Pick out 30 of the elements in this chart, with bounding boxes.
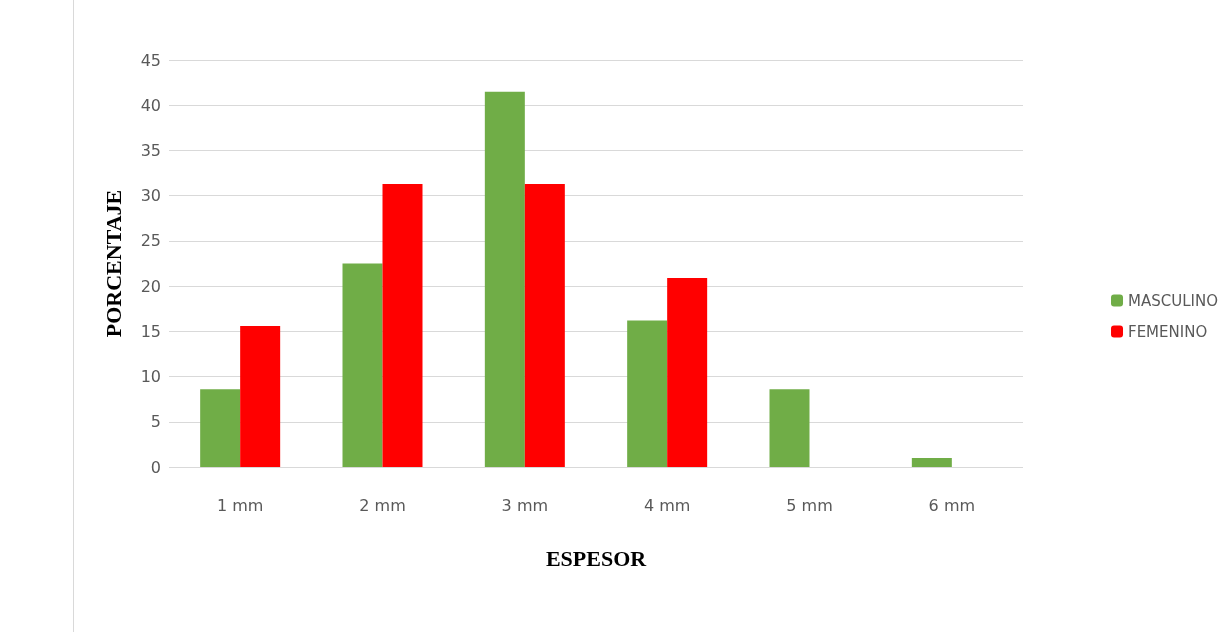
bar xyxy=(769,389,810,467)
x-tick-label: 5 mm xyxy=(786,495,833,515)
bar xyxy=(240,325,281,467)
y-tick-label: 0 xyxy=(150,457,161,477)
x-tick-label: 1 mm xyxy=(216,495,264,515)
bar xyxy=(667,277,708,467)
bar xyxy=(200,389,241,467)
y-tick-label: 10 xyxy=(140,367,161,387)
y-tick-label: 25 xyxy=(140,231,161,251)
x-tick-label: 6 mm xyxy=(928,495,976,515)
bar xyxy=(342,263,383,467)
y-tick-label: 20 xyxy=(140,276,161,296)
y-tick-label: 5 xyxy=(150,412,161,432)
y-tick-label: 35 xyxy=(140,140,161,160)
legend-label: FEMENINO xyxy=(1128,322,1208,341)
y-tick-label: 15 xyxy=(140,321,161,341)
bar xyxy=(627,320,668,467)
bar xyxy=(524,183,565,467)
x-tick-label: 2 mm xyxy=(359,495,406,515)
bar xyxy=(484,91,525,467)
bar xyxy=(382,183,423,467)
y-tick-label: 40 xyxy=(140,95,161,115)
x-tick-label: 3 mm xyxy=(501,495,549,515)
bar xyxy=(911,457,952,467)
y-tick-label: 30 xyxy=(140,186,161,206)
x-axis-title: ESPESOR xyxy=(545,545,648,571)
y-tick-label: 45 xyxy=(140,50,161,70)
x-tick-label: 4 mm xyxy=(643,495,691,515)
legend-label: MASCULINO xyxy=(1128,291,1219,310)
y-axis-title: PORCENTAJE xyxy=(100,189,126,338)
